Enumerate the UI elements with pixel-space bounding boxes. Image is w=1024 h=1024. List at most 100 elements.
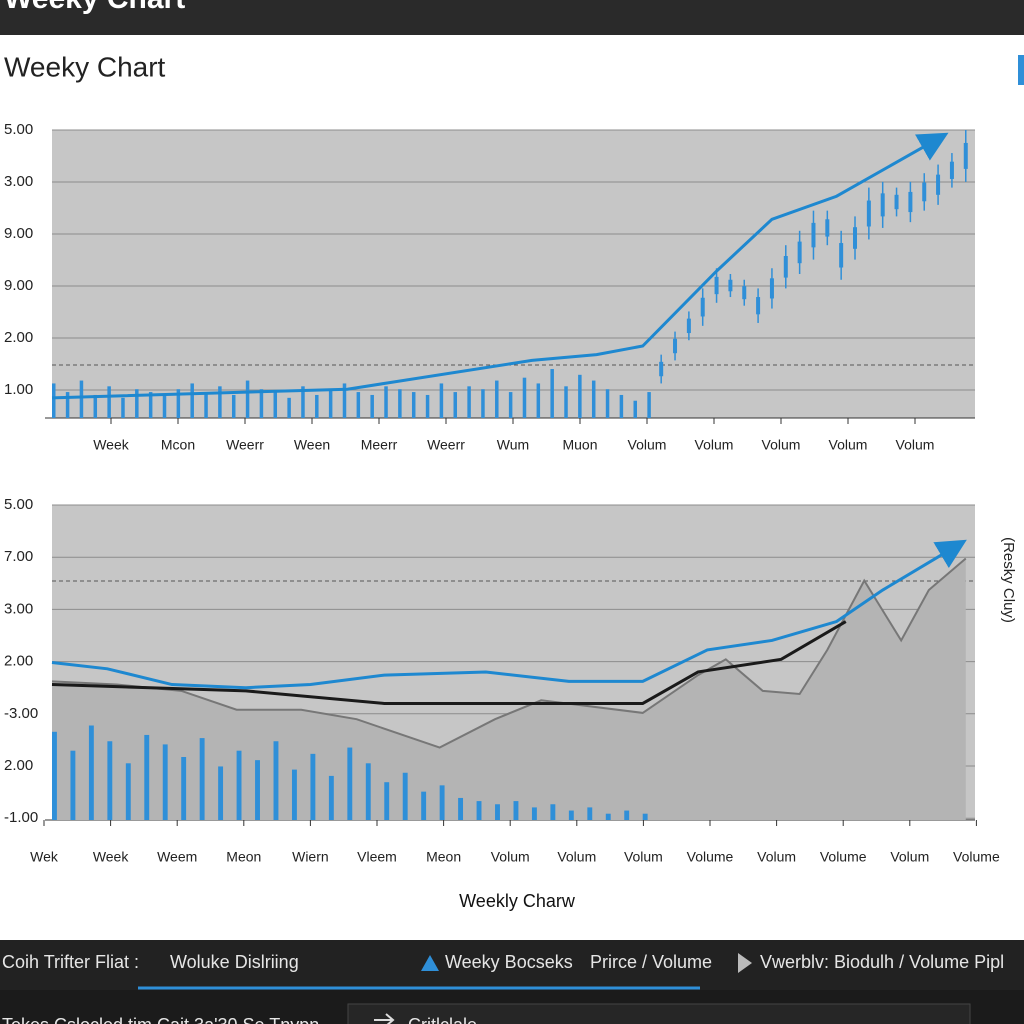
- bar: [633, 400, 637, 418]
- top-bar-title: Weeky Chart: [4, 0, 185, 15]
- bar: [88, 725, 94, 820]
- bar: [259, 389, 264, 418]
- bar: [52, 731, 57, 820]
- bar: [70, 750, 76, 820]
- bar: [495, 804, 500, 820]
- x-tick-label: Week: [93, 437, 130, 453]
- bar: [255, 760, 260, 820]
- x-tick-label: Meerr: [361, 437, 398, 453]
- x-tick-label: Volum: [628, 437, 667, 453]
- bar: [204, 392, 208, 418]
- x-tick-label: Meon: [426, 849, 461, 865]
- y-tick-label: 3.00: [4, 173, 33, 190]
- bar: [121, 397, 125, 418]
- x-tick-label: Weerr: [226, 437, 264, 453]
- bar: [273, 741, 279, 820]
- candle-body: [936, 174, 941, 195]
- footer-field: [347, 1003, 971, 1024]
- bar: [439, 383, 444, 418]
- line: [51, 620, 847, 705]
- bar: [384, 386, 388, 418]
- x-tick-label: Volum: [896, 437, 935, 453]
- scroll-indicator: [1018, 55, 1024, 85]
- candle-body: [728, 279, 733, 292]
- candle-body: [756, 297, 761, 315]
- toolbar-item[interactable]: Weeky Bocseks: [445, 952, 573, 972]
- candle-body: [825, 219, 830, 237]
- y-tick-label: 3.00: [4, 600, 33, 617]
- candle-body: [811, 222, 816, 248]
- top-bar: [0, 0, 1024, 35]
- bar: [384, 782, 390, 820]
- candle-body: [866, 200, 871, 227]
- bar: [342, 383, 347, 418]
- y-tick-label: 7.00: [4, 548, 33, 565]
- bar: [587, 807, 593, 820]
- bar: [591, 380, 596, 418]
- chart-caption: Weekly Charw: [459, 891, 576, 911]
- side-label: (Resky Cluy): [1000, 537, 1017, 623]
- toolbar-item[interactable]: Vwerblv: Biodulh / Volume Pipl: [760, 952, 1004, 972]
- candle-body: [880, 193, 885, 217]
- x-tick-label: Volume: [687, 849, 734, 865]
- y-tick-label: 2.00: [4, 757, 33, 774]
- plot-area: [52, 130, 975, 418]
- x-tick-label: Weerr: [427, 437, 465, 453]
- bar: [79, 380, 84, 418]
- bar: [135, 389, 139, 418]
- y-tick-label: 2.00: [4, 653, 33, 670]
- bar: [605, 813, 611, 820]
- bar: [190, 383, 194, 418]
- toolbar-item[interactable]: Prirce / Volume: [590, 952, 712, 972]
- bar: [291, 769, 297, 820]
- x-tick-label: Volum: [890, 849, 929, 865]
- x-tick-label: Volum: [695, 437, 734, 453]
- bar: [370, 394, 374, 418]
- bar: [458, 797, 464, 820]
- candle-body: [908, 191, 913, 213]
- footer-text[interactable]: Critlclale: [408, 1015, 477, 1024]
- bar: [287, 397, 291, 418]
- toolbar-item[interactable]: Coih Trifter Fliat :: [2, 952, 139, 972]
- arrow-icon: [374, 1013, 395, 1024]
- candle-body: [659, 361, 664, 377]
- y-tick-label: -3.00: [4, 705, 38, 722]
- page-title: Weeky Chart: [4, 51, 166, 82]
- toolbar-item[interactable]: Woluke Dislriing: [170, 952, 299, 972]
- candle-body: [714, 276, 719, 295]
- x-tick-label: Wek: [30, 849, 59, 865]
- candle-body: [922, 182, 927, 202]
- bar: [619, 394, 624, 418]
- bar: [328, 775, 334, 820]
- x-tick-label: Mcon: [161, 437, 195, 453]
- bar: [218, 386, 222, 418]
- bar: [236, 750, 242, 820]
- bar: [508, 392, 513, 418]
- bar: [513, 801, 519, 820]
- bar: [148, 392, 153, 418]
- x-tick-label: Volum: [757, 849, 796, 865]
- y-tick-label: -1.00: [4, 809, 38, 826]
- bar: [301, 386, 305, 418]
- candle-body: [839, 243, 844, 268]
- x-tick-label: Volume: [820, 849, 867, 865]
- bar: [550, 804, 556, 820]
- y-tick-label: 5.00: [4, 121, 33, 138]
- bar: [642, 813, 648, 820]
- trend-line: [51, 132, 949, 400]
- bar: [365, 763, 371, 820]
- y-tick-label: 1.00: [4, 381, 33, 398]
- x-tick-label: Weem: [157, 849, 197, 865]
- bar: [245, 380, 250, 418]
- candle-body: [949, 161, 954, 179]
- x-tick-label: Meon: [226, 849, 261, 865]
- x-tick-label: Volum: [491, 849, 530, 865]
- candle-body: [963, 142, 968, 169]
- candle-body: [742, 286, 747, 300]
- x-tick-label: Muon: [562, 437, 597, 453]
- bar: [605, 389, 610, 418]
- bar: [107, 386, 111, 418]
- bar: [162, 744, 168, 820]
- y-tick-label: 9.00: [4, 277, 33, 294]
